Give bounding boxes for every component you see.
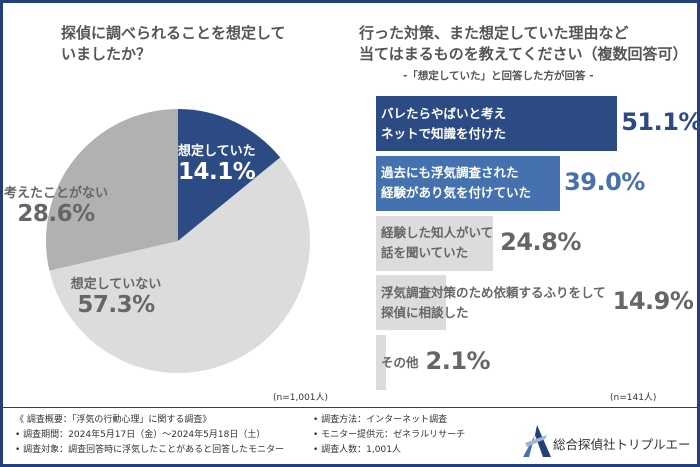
bar-category-line: その他 bbox=[381, 354, 419, 370]
footer-divider bbox=[3, 407, 697, 408]
bar-value-label: 2.1% bbox=[425, 347, 491, 376]
pie-label-name: 想定していた bbox=[178, 144, 256, 159]
bar-category-line: 過去にも浮気調査された bbox=[381, 165, 519, 181]
survey-method: • 調査方法：インターネット調査 bbox=[313, 415, 448, 425]
bar-value-label: 51.1% bbox=[621, 108, 700, 136]
survey-period: • 調査期間：2024年5月17日（金）～2024年5月18日（土） bbox=[15, 430, 266, 440]
pie-label-1: 想定していない 57.3% bbox=[71, 273, 162, 318]
pie-label-name: 考えたことがない bbox=[3, 186, 109, 201]
pie-label-value: 57.3% bbox=[77, 292, 155, 318]
bar-title-line-2: 当てはまるものを教えてください（複数回答可） bbox=[359, 45, 688, 63]
bar-category-label: その他 bbox=[381, 353, 419, 373]
pie-title: 探偵に調べられることを想定して いましたか？ bbox=[61, 23, 286, 65]
bar-category-line: バレたらやばいと考え bbox=[381, 105, 507, 121]
pie-label-name: 想定していない bbox=[70, 277, 162, 292]
bar-category-line: 探偵に相談した bbox=[381, 304, 469, 320]
pie-label-2: 考えたことがない 28.6% bbox=[4, 182, 108, 227]
footer-survey-info: 《 調査概要：「浮気の行動心理」に関する調査》 • 調査期間：2024年5月17… bbox=[15, 413, 284, 458]
bar-0 bbox=[376, 96, 618, 151]
pie-label-value: 28.6% bbox=[17, 201, 95, 227]
bar-category-line: ネットで知識を付けた bbox=[381, 125, 507, 141]
bar-category-line: 経験した知人がいて bbox=[381, 225, 494, 241]
pie-chart bbox=[45, 109, 310, 373]
bar-value-label: 39.0% bbox=[564, 167, 645, 196]
pie-title-line-1: 探偵に調べられることを想定して bbox=[61, 24, 286, 42]
footer-survey-method: • 調査方法：インターネット調査 • モニター提供元：ゼネラルリサーチ • 調査… bbox=[313, 413, 465, 458]
bar-sample-size: (n=141人) bbox=[610, 393, 657, 403]
bar-category-line: 話を聞いていた bbox=[381, 245, 469, 261]
bar-category-label: バレたらやばいと考え ネットで知識を付けた bbox=[381, 104, 506, 144]
bar-4 bbox=[376, 335, 386, 391]
pie-label-0: 想定していた 14.1% bbox=[178, 140, 256, 185]
bar-value-label: 14.9% bbox=[612, 287, 694, 316]
bar-2 bbox=[376, 215, 494, 271]
bar-value-label: 24.8% bbox=[500, 227, 581, 256]
bar-title: 行った対策、また想定していた理由など 当てはまるものを教えてください（複数回答可… bbox=[359, 23, 688, 65]
bar-category-label: 経験した知人がいて 話を聞いていた bbox=[381, 223, 493, 263]
bar-category-label: 浮気調査対策のため依頼するふりをして 探偵に相談した bbox=[381, 283, 606, 323]
pie-sample-size: (n=1,001人) bbox=[273, 393, 329, 403]
monitor-provider: • モニター提供元：ゼネラルリサーチ bbox=[313, 430, 466, 440]
company-logo: 総合探偵社トリプルエー bbox=[521, 425, 691, 461]
bar-title-line-1: 行った対策、また想定していた理由など bbox=[359, 24, 629, 42]
pie-slice-0 bbox=[178, 109, 281, 241]
pie-slice-1 bbox=[49, 157, 310, 373]
logo-mark-icon bbox=[523, 425, 551, 457]
bar-subtitle: -「想定していた」と回答した方が回答 - bbox=[403, 70, 594, 82]
bar-category-line: 浮気調査対策のため依頼するふりをして bbox=[381, 284, 606, 300]
logo-text: 総合探偵社トリプルエー bbox=[553, 437, 691, 452]
bar-category-label: 過去にも浮気調査された 経験があり気を付けていた bbox=[381, 163, 531, 203]
survey-target: • 調査対象：調査回答時に浮気したことがあると回答したモニター bbox=[15, 445, 285, 455]
survey-count: • 調査人数：1,001人 bbox=[313, 445, 401, 455]
bar-3 bbox=[376, 275, 447, 331]
bar-1 bbox=[376, 155, 561, 211]
pie-title-line-2: いましたか？ bbox=[61, 45, 152, 63]
pie-label-value: 14.1% bbox=[178, 159, 256, 185]
survey-overview: 《 調査概要：「浮気の行動心理」に関する調査》 bbox=[15, 415, 212, 425]
bar-category-line: 経験があり気を付けていた bbox=[381, 185, 532, 201]
pie-slice-2 bbox=[45, 109, 178, 271]
